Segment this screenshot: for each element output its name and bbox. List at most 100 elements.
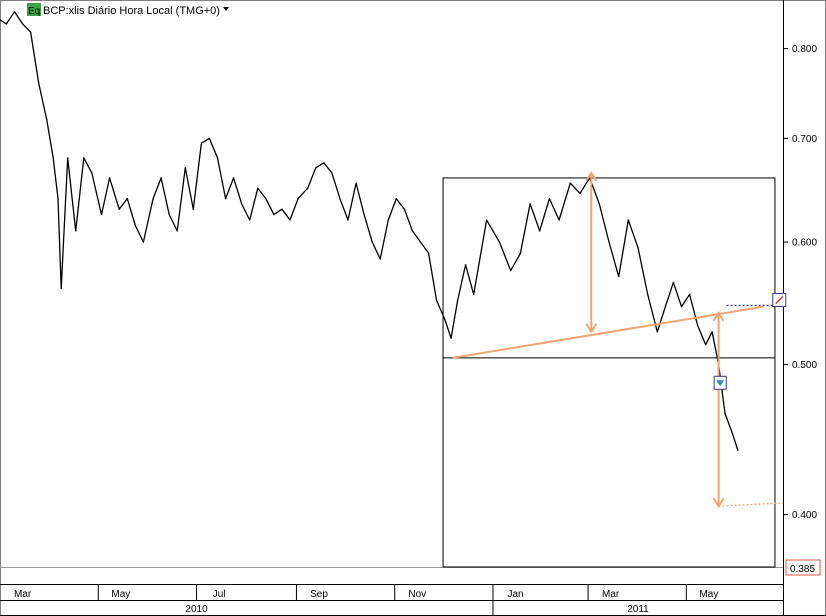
price-point [134, 224, 136, 226]
price-point [297, 198, 299, 200]
price-point [192, 208, 194, 210]
price-point [498, 241, 500, 243]
x-month-label: Mar [602, 589, 620, 600]
y-tick-label: 0.700 [792, 134, 817, 145]
price-point [57, 198, 59, 200]
title-dropdown-icon[interactable] [223, 7, 229, 11]
price-point [711, 331, 713, 333]
price-point [142, 241, 144, 243]
price-point [289, 219, 291, 221]
price-point [13, 11, 16, 13]
x-month-label: Sep [310, 589, 328, 600]
price-point [371, 241, 373, 243]
last-price-box [785, 559, 821, 576]
last-price-badge: 0.385 [785, 559, 821, 576]
price-point [91, 172, 93, 174]
x-month-label: May [699, 589, 718, 600]
price-point [486, 219, 488, 221]
price-point [355, 182, 357, 184]
price-point [705, 344, 707, 346]
price-point [216, 157, 219, 159]
x-month-label: Nov [408, 589, 426, 600]
x-year-label: 2010 [185, 604, 208, 615]
price-point [30, 31, 32, 33]
price-point [257, 187, 259, 189]
y-tick-label: 0.500 [792, 360, 817, 371]
price-point [241, 203, 243, 205]
price-point [637, 247, 639, 249]
price-point [529, 203, 531, 205]
projection-rectangle [442, 177, 776, 568]
target-dotted-line [718, 502, 784, 507]
price-point [411, 230, 413, 232]
price-point [737, 449, 739, 452]
price-point [184, 167, 186, 169]
price-point [403, 208, 405, 210]
price-point [519, 252, 522, 254]
price-point [331, 172, 333, 174]
price-point [428, 252, 430, 254]
price-point [118, 208, 120, 210]
price-point [672, 281, 675, 283]
price-point [579, 192, 581, 194]
price-point [168, 214, 170, 216]
price-point [208, 137, 210, 139]
price-point [450, 337, 452, 339]
x-year-label: 2011 [627, 604, 649, 615]
y-tick-label: 0.800 [792, 44, 817, 55]
price-point [323, 162, 325, 164]
price-point [548, 198, 551, 200]
price-point [539, 230, 541, 232]
price-point [664, 306, 667, 308]
price-point [379, 258, 381, 260]
price-point [598, 203, 600, 205]
neckline-trendline [452, 305, 764, 359]
price-point [60, 287, 62, 289]
price-point [724, 412, 726, 414]
x-month-label: Jan [507, 589, 523, 600]
price-point [273, 214, 275, 216]
price-point [569, 182, 571, 184]
price-point [510, 270, 512, 272]
y-axis: 0.800 0.700 0.600 0.500 0.400 [783, 44, 817, 521]
measure-arrow-head-top [712, 310, 725, 322]
price-point [67, 157, 69, 159]
price-point [618, 275, 620, 278]
x-month-label: May [111, 589, 130, 600]
price-point [160, 177, 162, 179]
price-point [339, 198, 341, 200]
price-point [627, 219, 629, 221]
chart-title: BCP:xlis Diário Hora Local (TMG+0) [43, 5, 220, 17]
alert-marker-icon [775, 295, 784, 305]
measure-arrow-head-top [585, 170, 598, 182]
price-point [347, 219, 349, 221]
price-point [608, 241, 610, 243]
price-point [109, 177, 111, 179]
price-point [395, 198, 397, 200]
y-tick-label: 0.600 [792, 238, 817, 249]
down-signal-icon [716, 380, 725, 387]
price-point [465, 264, 467, 266]
price-point [152, 198, 154, 200]
price-point [473, 293, 475, 295]
price-point [281, 208, 283, 210]
annotation-layer [442, 170, 784, 568]
price-point [436, 299, 438, 302]
price-point [100, 214, 103, 216]
price-point [225, 198, 227, 200]
price-point [126, 198, 128, 200]
price-point [697, 324, 699, 326]
x-month-label: Mar [14, 589, 32, 600]
price-point [656, 331, 658, 333]
price-point [444, 318, 446, 320]
price-point [38, 82, 40, 84]
symbol-badge [27, 3, 41, 16]
price-point [83, 157, 85, 159]
price-point [689, 293, 691, 295]
last-price-label: 0.385 [790, 564, 815, 575]
price-point [419, 241, 422, 243]
price-series-layer [0, 11, 739, 452]
y-tick-label: 0.400 [792, 510, 817, 521]
x-axis: Mar May Jul Sep Nov Jan Mar May 2010 2011 [0, 584, 826, 616]
